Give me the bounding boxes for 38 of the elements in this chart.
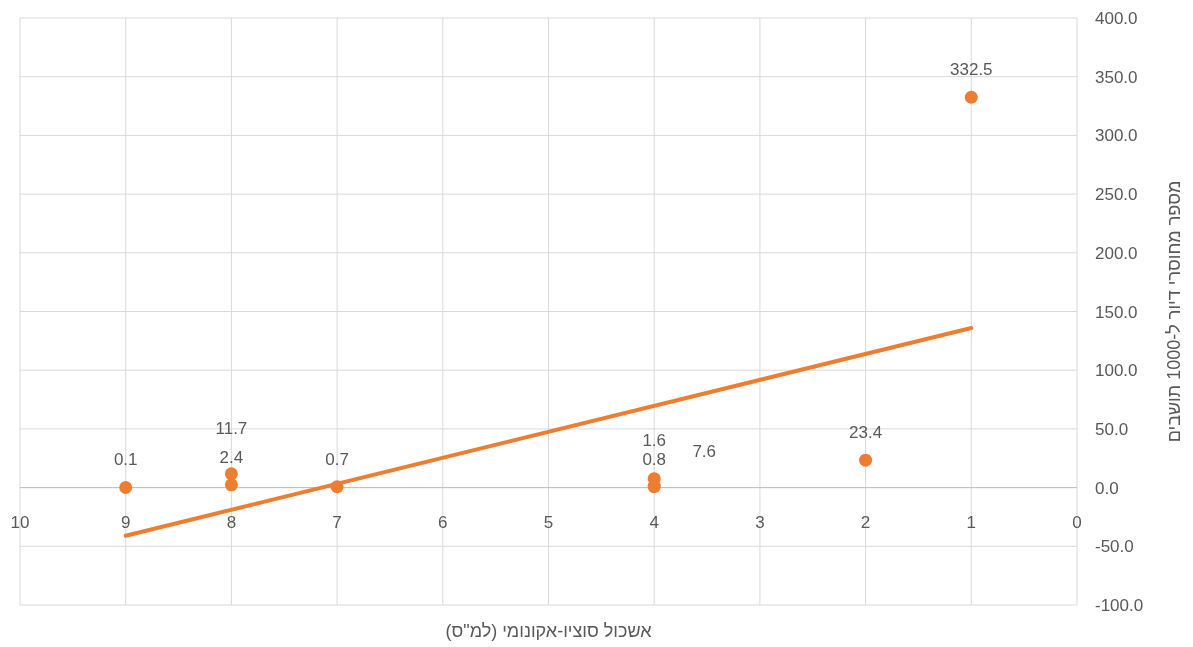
x-tick-label: 4: [649, 512, 659, 532]
data-label: 332.5: [950, 60, 993, 80]
x-tick-label: 9: [120, 512, 131, 532]
y-tick-label: 400.0: [1095, 9, 1138, 28]
y-tick-label: 350.0: [1095, 67, 1138, 87]
x-tick-label: 6: [438, 512, 448, 532]
x-tick-label: 3: [755, 512, 765, 532]
y-tick-label: 50.0: [1095, 419, 1129, 439]
data-label: 2.4: [219, 447, 244, 467]
y-tick-label: 300.0: [1095, 126, 1138, 146]
y-tick-label: -100.0: [1095, 596, 1144, 615]
x-tick-label: 0: [1072, 512, 1082, 532]
x-tick-label: 5: [543, 512, 554, 532]
x-tick-label: 1: [966, 512, 977, 532]
point: [224, 478, 238, 492]
data-label: 0.8: [642, 449, 667, 469]
point: [859, 453, 873, 467]
x-tick-label: 7: [332, 512, 342, 532]
y-tick-label: 250.0: [1095, 185, 1138, 205]
y-axis-title: מספר מחוסרי דיור ל-1000 תושבים: [1164, 180, 1184, 443]
y-tick-label: 200.0: [1095, 243, 1138, 263]
point: [224, 467, 238, 481]
x-tick-label: 10: [10, 512, 30, 532]
y-tick-label: -50.0: [1095, 537, 1134, 557]
data-label: 0.7: [325, 449, 349, 469]
x-tick-label: 8: [226, 512, 237, 532]
x-axis-title: אשכול סוציו-אקונומי (למ"ס): [445, 621, 653, 641]
data-label: 0.1: [113, 450, 138, 470]
point: [964, 90, 978, 104]
y-tick-label: 0.0: [1095, 478, 1119, 498]
point: [119, 480, 133, 494]
data-label: 23.4: [849, 423, 883, 443]
data-label: 1.6: [642, 430, 667, 450]
x-tick-label: 2: [860, 512, 871, 532]
data-label: 11.7: [215, 418, 248, 438]
y-tick-label: 100.0: [1095, 361, 1138, 381]
y-tick-label: 150.0: [1095, 302, 1138, 322]
data-label: 7.6: [692, 441, 717, 461]
